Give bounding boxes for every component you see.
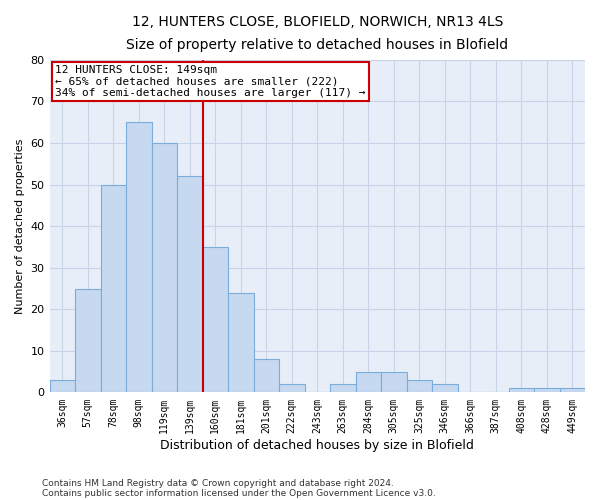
Text: 12 HUNTERS CLOSE: 149sqm
← 65% of detached houses are smaller (222)
34% of semi-: 12 HUNTERS CLOSE: 149sqm ← 65% of detach…	[55, 65, 365, 98]
Bar	[381, 372, 407, 392]
X-axis label: Distribution of detached houses by size in Blofield: Distribution of detached houses by size …	[160, 440, 474, 452]
Text: Contains public sector information licensed under the Open Government Licence v3: Contains public sector information licen…	[42, 488, 436, 498]
Y-axis label: Number of detached properties: Number of detached properties	[15, 138, 25, 314]
Bar	[228, 292, 254, 392]
Bar	[330, 384, 356, 392]
Bar	[407, 380, 432, 392]
Bar	[560, 388, 585, 392]
Bar	[356, 372, 381, 392]
Text: Contains HM Land Registry data © Crown copyright and database right 2024.: Contains HM Land Registry data © Crown c…	[42, 478, 394, 488]
Bar	[126, 122, 152, 392]
Bar	[152, 143, 177, 392]
Bar	[203, 247, 228, 392]
Bar	[279, 384, 305, 392]
Bar	[101, 184, 126, 392]
Title: 12, HUNTERS CLOSE, BLOFIELD, NORWICH, NR13 4LS
Size of property relative to deta: 12, HUNTERS CLOSE, BLOFIELD, NORWICH, NR…	[126, 15, 508, 52]
Bar	[509, 388, 534, 392]
Bar	[177, 176, 203, 392]
Bar	[254, 359, 279, 392]
Bar	[75, 288, 101, 393]
Bar	[534, 388, 560, 392]
Bar	[50, 380, 75, 392]
Bar	[432, 384, 458, 392]
